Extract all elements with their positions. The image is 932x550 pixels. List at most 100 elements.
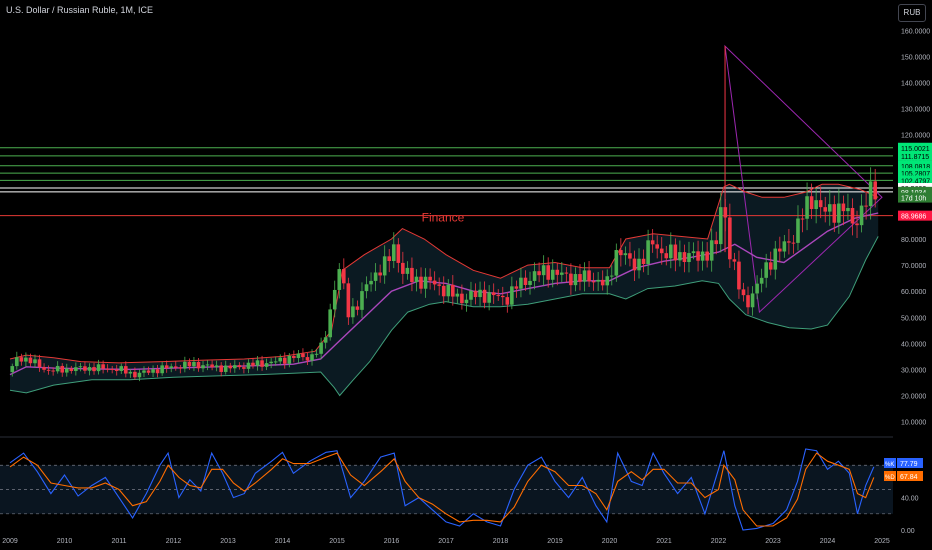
candle-body: [405, 267, 410, 274]
candle: [487, 285, 491, 311]
candle: [464, 293, 469, 312]
candle: [841, 195, 846, 226]
candle-body: [282, 357, 287, 364]
candle: [242, 362, 246, 374]
currency-button[interactable]: RUB: [898, 4, 926, 22]
candle: [560, 262, 564, 283]
candle-body: [437, 284, 441, 286]
candle: [301, 348, 305, 361]
candle-body: [641, 258, 646, 264]
candle-body: [578, 274, 582, 282]
candle-body: [814, 200, 818, 209]
candle-body: [78, 366, 83, 368]
candle-body: [487, 292, 491, 303]
candle: [632, 250, 637, 281]
y-tick-label: 120.0000: [901, 133, 930, 140]
candle-body: [678, 252, 682, 261]
candle: [314, 348, 319, 358]
candle-body: [432, 280, 437, 285]
candle-body: [114, 369, 119, 371]
candle-body: [714, 240, 719, 245]
candle-body: [555, 269, 560, 275]
candle: [537, 262, 541, 283]
candle: [155, 364, 160, 378]
candle: [755, 275, 759, 300]
price-label-text: 105.2807: [901, 171, 930, 178]
candle-body: [768, 262, 773, 270]
candle-body: [210, 364, 214, 368]
candle-body: [355, 306, 360, 310]
candle: [64, 363, 69, 377]
candle-body: [560, 272, 564, 275]
candle-body: [796, 218, 800, 243]
candle-body: [619, 250, 623, 256]
candle: [187, 358, 192, 370]
candle-body: [746, 295, 750, 308]
candle: [469, 281, 473, 307]
y-tick-label: 150.0000: [901, 55, 930, 62]
candle-body: [469, 290, 473, 300]
candle: [573, 267, 578, 292]
candle-body: [846, 207, 850, 212]
candle: [541, 255, 546, 286]
candle: [451, 275, 455, 306]
candle: [128, 369, 133, 378]
candle: [732, 252, 737, 271]
candle: [505, 292, 510, 313]
candle-body: [755, 283, 759, 294]
candle: [296, 349, 301, 364]
x-tick-label: 2013: [220, 538, 236, 545]
candle-body: [741, 289, 746, 296]
candle-body: [868, 181, 873, 207]
x-tick-label: 2012: [166, 538, 182, 545]
candle: [600, 270, 605, 291]
x-tick-label: 2023: [765, 538, 781, 545]
candle: [546, 257, 550, 288]
candle-body: [196, 361, 201, 369]
candle: [478, 281, 482, 306]
candle-body: [609, 275, 614, 277]
candle: [74, 362, 78, 376]
candle-body: [410, 267, 414, 283]
candle-body: [55, 365, 60, 372]
bollinger-upper: [9, 183, 879, 364]
candle-body: [64, 368, 69, 373]
candle-body: [264, 363, 269, 367]
candle: [83, 361, 87, 374]
candle: [846, 193, 850, 220]
candle-body: [396, 244, 401, 263]
candle: [10, 363, 15, 377]
candle: [51, 367, 55, 376]
candle: [655, 235, 659, 259]
y-tick-label: 50.0000: [901, 315, 926, 322]
candle-body: [28, 357, 33, 364]
candle: [764, 253, 768, 288]
candle: [237, 362, 242, 370]
symbol-title: U.S. Dollar / Russian Ruble, 1M, ICE: [6, 5, 154, 15]
candle: [864, 192, 868, 220]
candle: [628, 241, 632, 267]
candle-body: [169, 366, 174, 369]
candle-body: [205, 364, 210, 366]
candle-body: [305, 357, 310, 361]
candle: [133, 367, 137, 380]
candle-body: [137, 372, 142, 378]
candle-body: [37, 359, 42, 368]
candle-body: [541, 265, 546, 276]
candle: [519, 267, 523, 298]
candle: [514, 280, 519, 298]
candle-body: [178, 367, 183, 369]
candle-body: [128, 371, 133, 374]
candle: [255, 356, 260, 371]
candle: [873, 168, 877, 208]
candle-body: [787, 241, 791, 243]
candle-body: [382, 256, 387, 276]
stoch-label-tag: [884, 458, 896, 468]
candle: [69, 365, 74, 374]
candle-body: [378, 272, 382, 276]
candle-body: [323, 337, 328, 343]
candle-body: [455, 293, 460, 297]
candle-body: [864, 205, 868, 207]
candle-body: [391, 244, 396, 262]
